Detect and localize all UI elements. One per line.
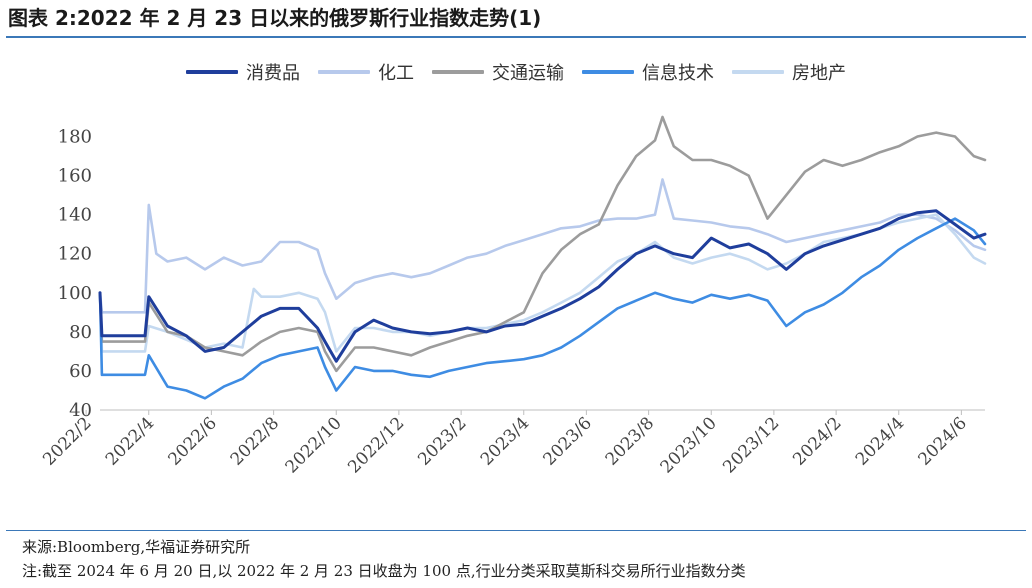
series-line-4 <box>98 217 987 400</box>
x-tick-label: 2023/8 <box>602 413 658 469</box>
source-note: 来源:Bloomberg,华福证券研究所 <box>22 538 251 556</box>
footer-divider <box>6 530 1026 531</box>
y-tick-label: 120 <box>58 244 92 265</box>
legend-item: 房地产 <box>732 59 846 85</box>
legend-label: 化工 <box>378 63 414 84</box>
series-line-1 <box>98 209 987 363</box>
legend-label: 信息技术 <box>642 63 714 84</box>
legend-item: 消费品 <box>186 59 300 85</box>
legend-label: 交通运输 <box>492 63 564 84</box>
legend-swatch <box>318 70 370 74</box>
series-line-5 <box>98 213 987 353</box>
legend-swatch <box>432 70 484 74</box>
y-tick-label: 80 <box>69 322 92 343</box>
y-tick-label: 140 <box>58 205 92 226</box>
x-tick-label: 2022/2 <box>39 413 95 469</box>
series-line-3 <box>98 115 987 373</box>
chart-legend: 消费品 化工 交通运输 信息技术 房地产 <box>0 57 1032 87</box>
y-tick-label: 60 <box>69 361 92 382</box>
legend-item: 信息技术 <box>582 59 714 85</box>
y-tick-label: 100 <box>58 283 92 304</box>
x-tick-label: 2023/6 <box>539 413 595 469</box>
figure-title: 图表 2:2022 年 2 月 23 日以来的俄罗斯行业指数走势(1) <box>8 6 542 30</box>
x-tick-label: 2022/4 <box>102 413 158 469</box>
x-tick-label: 2023/12 <box>719 413 783 477</box>
legend-label: 房地产 <box>792 63 846 84</box>
legend-label: 消费品 <box>246 63 300 84</box>
footnote: 注:截至 2024 年 6 月 20 日,以 2022 年 2 月 23 日收盘… <box>22 562 746 580</box>
x-tick-label: 2022/12 <box>344 413 408 477</box>
series-line-2 <box>98 178 987 314</box>
x-tick-label: 2023/2 <box>414 413 470 469</box>
legend-swatch <box>582 70 634 74</box>
x-tick-label: 2022/6 <box>164 413 220 469</box>
legend-item: 化工 <box>318 59 414 85</box>
y-tick-label: 180 <box>58 127 92 148</box>
y-tick-label: 160 <box>58 166 92 187</box>
y-tick-label: 40 <box>69 400 92 421</box>
x-tick-label: 2022/8 <box>227 413 283 469</box>
x-tick-label: 2024/6 <box>914 413 970 469</box>
title-divider <box>6 36 1026 38</box>
legend-item: 交通运输 <box>432 59 564 85</box>
x-tick-label: 2023/4 <box>477 413 533 469</box>
x-tick-label: 2022/10 <box>282 413 346 477</box>
chart-series <box>98 115 987 400</box>
x-tick-label: 2023/10 <box>657 413 721 477</box>
legend-swatch <box>186 70 238 74</box>
x-tick-label: 2024/2 <box>789 413 845 469</box>
x-tick-label: 2024/4 <box>852 413 908 469</box>
legend-swatch <box>732 70 784 74</box>
